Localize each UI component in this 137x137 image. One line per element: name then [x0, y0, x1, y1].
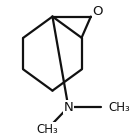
Text: CH₃: CH₃	[36, 122, 58, 135]
Text: O: O	[92, 5, 103, 18]
Text: CH₃: CH₃	[108, 101, 130, 114]
Text: N: N	[63, 101, 73, 114]
